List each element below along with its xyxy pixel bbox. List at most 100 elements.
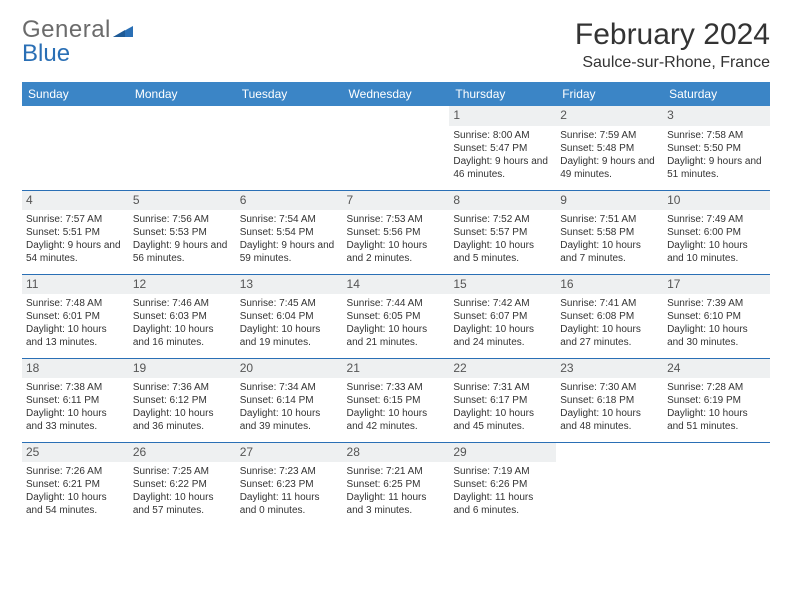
calendar-cell: 21Sunrise: 7:33 AMSunset: 6:15 PMDayligh… xyxy=(343,358,450,442)
day-number: 2 xyxy=(556,106,663,126)
day-number: 24 xyxy=(663,359,770,379)
day-number: 10 xyxy=(663,191,770,211)
day-details: Sunrise: 7:52 AMSunset: 5:57 PMDaylight:… xyxy=(453,213,552,265)
logo: GeneralBlue xyxy=(22,18,133,66)
day-details: Sunrise: 7:31 AMSunset: 6:17 PMDaylight:… xyxy=(453,381,552,433)
calendar-body: 1 Sunrise: 8:00 AMSunset: 5:47 PMDaylight… xyxy=(22,106,770,526)
calendar-cell xyxy=(236,106,343,190)
calendar-cell xyxy=(663,442,770,526)
day-details: Sunrise: 7:42 AMSunset: 6:07 PMDaylight:… xyxy=(453,297,552,349)
day-details: Sunrise: 7:39 AMSunset: 6:10 PMDaylight:… xyxy=(667,297,766,349)
calendar-head: SundayMondayTuesdayWednesdayThursdayFrid… xyxy=(22,82,770,106)
header: GeneralBlue February 2024 Saulce-sur-Rho… xyxy=(22,18,770,72)
calendar-cell: 25Sunrise: 7:26 AMSunset: 6:21 PMDayligh… xyxy=(22,442,129,526)
day-number: 22 xyxy=(449,359,556,379)
day-number: 8 xyxy=(449,191,556,211)
day-details: Sunrise: 7:33 AMSunset: 6:15 PMDaylight:… xyxy=(347,381,446,433)
day-number: 15 xyxy=(449,275,556,295)
day-number: 17 xyxy=(663,275,770,295)
day-details: Sunrise: 7:36 AMSunset: 6:12 PMDaylight:… xyxy=(133,381,232,433)
day-details: Sunrise: 7:48 AMSunset: 6:01 PMDaylight:… xyxy=(26,297,125,349)
day-number: 3 xyxy=(663,106,770,126)
calendar-cell: 22Sunrise: 7:31 AMSunset: 6:17 PMDayligh… xyxy=(449,358,556,442)
calendar-cell: 2 Sunrise: 7:59 AMSunset: 5:48 PMDaylight… xyxy=(556,106,663,190)
day-number: 21 xyxy=(343,359,450,379)
day-number: 19 xyxy=(129,359,236,379)
day-details: Sunrise: 7:56 AMSunset: 5:53 PMDaylight:… xyxy=(133,213,232,265)
weekday-header: Friday xyxy=(556,82,663,106)
day-details: Sunrise: 7:58 AMSunset: 5:50 PMDaylight:… xyxy=(667,129,766,181)
calendar-cell: 20Sunrise: 7:34 AMSunset: 6:14 PMDayligh… xyxy=(236,358,343,442)
day-number: 25 xyxy=(22,443,129,463)
day-number: 20 xyxy=(236,359,343,379)
day-details: Sunrise: 8:00 AMSunset: 5:47 PMDaylight:… xyxy=(453,129,552,181)
day-details: Sunrise: 7:46 AMSunset: 6:03 PMDaylight:… xyxy=(133,297,232,349)
calendar-cell: 27Sunrise: 7:23 AMSunset: 6:23 PMDayligh… xyxy=(236,442,343,526)
calendar-cell: 12Sunrise: 7:46 AMSunset: 6:03 PMDayligh… xyxy=(129,274,236,358)
calendar-cell: 10Sunrise: 7:49 AMSunset: 6:00 PMDayligh… xyxy=(663,190,770,274)
day-details: Sunrise: 7:41 AMSunset: 6:08 PMDaylight:… xyxy=(560,297,659,349)
calendar-cell: 28Sunrise: 7:21 AMSunset: 6:25 PMDayligh… xyxy=(343,442,450,526)
calendar-cell xyxy=(22,106,129,190)
day-details: Sunrise: 7:44 AMSunset: 6:05 PMDaylight:… xyxy=(347,297,446,349)
day-number: 26 xyxy=(129,443,236,463)
day-number: 18 xyxy=(22,359,129,379)
calendar-cell xyxy=(129,106,236,190)
weekday-header: Thursday xyxy=(449,82,556,106)
calendar-cell: 5Sunrise: 7:56 AMSunset: 5:53 PMDaylight… xyxy=(129,190,236,274)
weekday-header: Tuesday xyxy=(236,82,343,106)
calendar-cell: 15Sunrise: 7:42 AMSunset: 6:07 PMDayligh… xyxy=(449,274,556,358)
logo-text-blue: Blue xyxy=(22,40,70,67)
calendar-cell: 14Sunrise: 7:44 AMSunset: 6:05 PMDayligh… xyxy=(343,274,450,358)
day-number: 16 xyxy=(556,275,663,295)
day-details: Sunrise: 7:57 AMSunset: 5:51 PMDaylight:… xyxy=(26,213,125,265)
day-number: 9 xyxy=(556,191,663,211)
day-details: Sunrise: 7:45 AMSunset: 6:04 PMDaylight:… xyxy=(240,297,339,349)
day-details: Sunrise: 7:51 AMSunset: 5:58 PMDaylight:… xyxy=(560,213,659,265)
calendar-cell: 29Sunrise: 7:19 AMSunset: 6:26 PMDayligh… xyxy=(449,442,556,526)
day-number: 14 xyxy=(343,275,450,295)
weekday-header: Saturday xyxy=(663,82,770,106)
calendar-table: SundayMondayTuesdayWednesdayThursdayFrid… xyxy=(22,82,770,526)
calendar-cell: 26Sunrise: 7:25 AMSunset: 6:22 PMDayligh… xyxy=(129,442,236,526)
day-number: 27 xyxy=(236,443,343,463)
logo-text-general: General xyxy=(22,16,111,43)
calendar-cell: 19Sunrise: 7:36 AMSunset: 6:12 PMDayligh… xyxy=(129,358,236,442)
calendar-cell: 9Sunrise: 7:51 AMSunset: 5:58 PMDaylight… xyxy=(556,190,663,274)
day-number: 29 xyxy=(449,443,556,463)
day-details: Sunrise: 7:34 AMSunset: 6:14 PMDaylight:… xyxy=(240,381,339,433)
day-number: 13 xyxy=(236,275,343,295)
calendar-cell: 4Sunrise: 7:57 AMSunset: 5:51 PMDaylight… xyxy=(22,190,129,274)
calendar-cell: 16Sunrise: 7:41 AMSunset: 6:08 PMDayligh… xyxy=(556,274,663,358)
day-details: Sunrise: 7:54 AMSunset: 5:54 PMDaylight:… xyxy=(240,213,339,265)
day-details: Sunrise: 7:19 AMSunset: 6:26 PMDaylight:… xyxy=(453,465,552,517)
title-block: February 2024 Saulce-sur-Rhone, France xyxy=(575,18,770,72)
calendar-cell: 3 Sunrise: 7:58 AMSunset: 5:50 PMDaylight… xyxy=(663,106,770,190)
day-number: 7 xyxy=(343,191,450,211)
weekday-header: Wednesday xyxy=(343,82,450,106)
day-details: Sunrise: 7:26 AMSunset: 6:21 PMDaylight:… xyxy=(26,465,125,517)
day-number: 12 xyxy=(129,275,236,295)
calendar-cell: 11Sunrise: 7:48 AMSunset: 6:01 PMDayligh… xyxy=(22,274,129,358)
day-details: Sunrise: 7:21 AMSunset: 6:25 PMDaylight:… xyxy=(347,465,446,517)
day-number: 1 xyxy=(449,106,556,126)
calendar-cell: 6Sunrise: 7:54 AMSunset: 5:54 PMDaylight… xyxy=(236,190,343,274)
calendar-cell: 7Sunrise: 7:53 AMSunset: 5:56 PMDaylight… xyxy=(343,190,450,274)
weekday-header: Sunday xyxy=(22,82,129,106)
location: Saulce-sur-Rhone, France xyxy=(575,54,770,72)
calendar-cell xyxy=(343,106,450,190)
day-details: Sunrise: 7:38 AMSunset: 6:11 PMDaylight:… xyxy=(26,381,125,433)
day-details: Sunrise: 7:23 AMSunset: 6:23 PMDaylight:… xyxy=(240,465,339,517)
day-details: Sunrise: 7:28 AMSunset: 6:19 PMDaylight:… xyxy=(667,381,766,433)
day-details: Sunrise: 7:53 AMSunset: 5:56 PMDaylight:… xyxy=(347,213,446,265)
day-number: 23 xyxy=(556,359,663,379)
calendar-cell: 23Sunrise: 7:30 AMSunset: 6:18 PMDayligh… xyxy=(556,358,663,442)
logo-mark-icon xyxy=(113,18,133,42)
day-details: Sunrise: 7:49 AMSunset: 6:00 PMDaylight:… xyxy=(667,213,766,265)
day-details: Sunrise: 7:59 AMSunset: 5:48 PMDaylight:… xyxy=(560,129,659,181)
day-number: 11 xyxy=(22,275,129,295)
calendar-cell: 13Sunrise: 7:45 AMSunset: 6:04 PMDayligh… xyxy=(236,274,343,358)
calendar-cell: 8Sunrise: 7:52 AMSunset: 5:57 PMDaylight… xyxy=(449,190,556,274)
weekday-header: Monday xyxy=(129,82,236,106)
day-details: Sunrise: 7:30 AMSunset: 6:18 PMDaylight:… xyxy=(560,381,659,433)
